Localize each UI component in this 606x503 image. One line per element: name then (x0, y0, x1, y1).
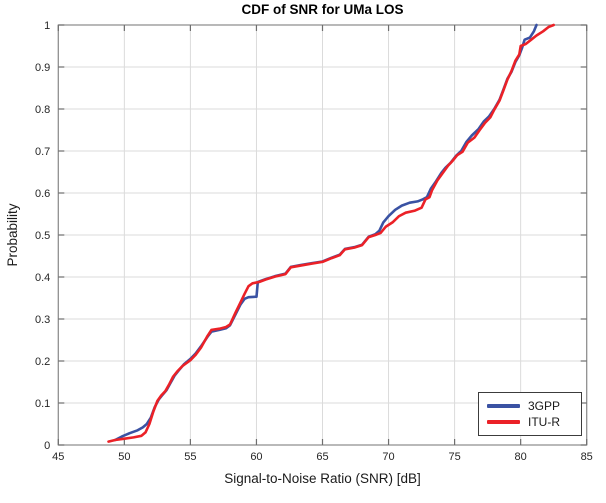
y-tick-label: 0.9 (35, 62, 50, 74)
x-tick-label: 55 (184, 451, 196, 463)
y-tick-label: 0.4 (35, 272, 50, 284)
x-tick-label: 50 (118, 451, 130, 463)
series-line-itur (107, 23, 556, 443)
x-axis-label: Signal-to-Noise Ratio (SNR) [dB] (224, 471, 421, 486)
legend-line-itur (487, 420, 520, 425)
y-tick-label: 0.3 (35, 314, 50, 326)
y-tick-label: 0.1 (35, 398, 50, 410)
y-tick-label: 0.7 (35, 146, 50, 158)
x-tick-label: 45 (52, 451, 64, 463)
x-tick-label: 85 (581, 451, 593, 463)
series-line-3gpp (113, 23, 538, 442)
legend-line-3gpp (487, 403, 520, 408)
y-tick-label: 0 (44, 440, 50, 452)
y-tick-label: 0.6 (35, 188, 50, 200)
x-tick-label: 65 (316, 451, 328, 463)
legend-entry-itur: ITU-R (479, 416, 581, 428)
y-axis-label: Probability (5, 203, 20, 267)
x-tick-label: 60 (250, 451, 262, 463)
y-tick-label: 0.8 (35, 104, 50, 116)
legend-label-itur: ITU-R (528, 415, 560, 430)
y-tick-label: 0.2 (35, 356, 50, 368)
y-tick-label: 1 (44, 20, 50, 32)
legend-box: 3GPP ITU-R (478, 392, 582, 436)
x-tick-label: 70 (382, 451, 394, 463)
legend-entry-3gpp: 3GPP (479, 400, 581, 412)
chart-title: CDF of SNR for UMa LOS (241, 2, 404, 17)
legend-label-3gpp: 3GPP (528, 398, 561, 413)
x-tick-label: 75 (448, 451, 460, 463)
x-tick-label: 80 (515, 451, 527, 463)
y-tick-label: 0.5 (35, 230, 50, 242)
